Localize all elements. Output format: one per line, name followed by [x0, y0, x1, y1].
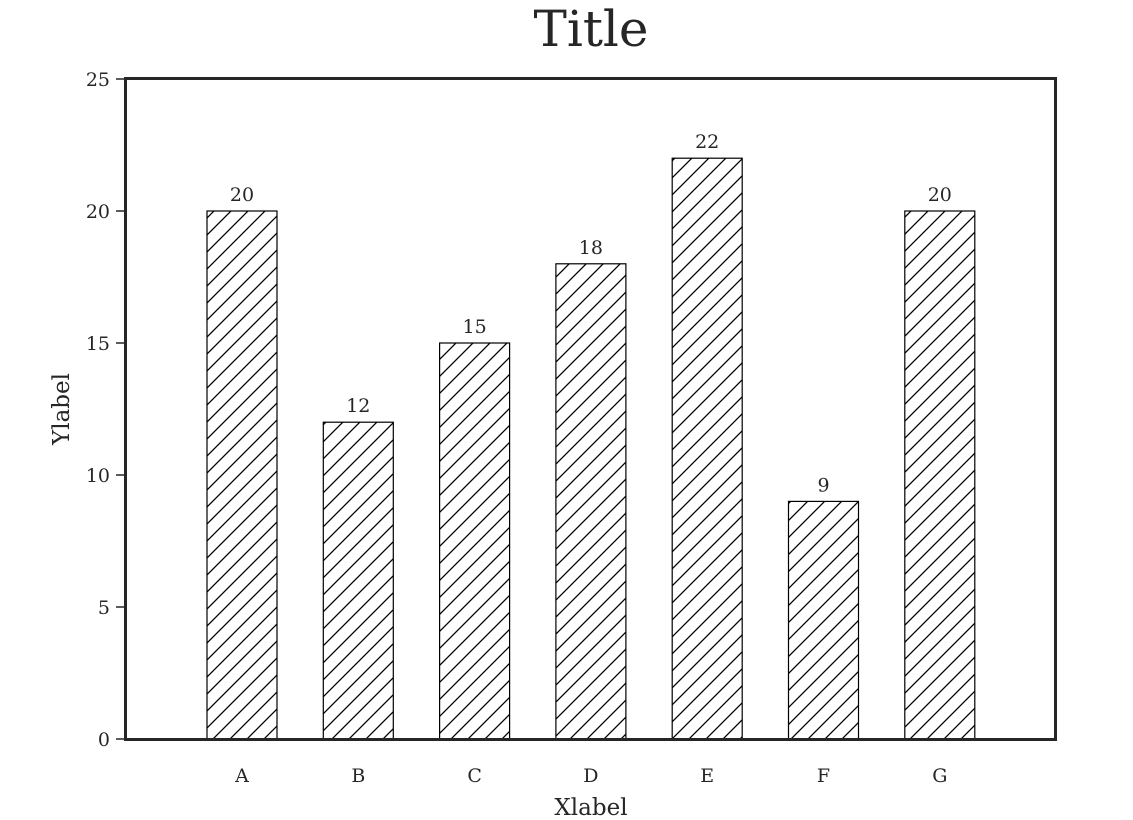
x-axis-label: Xlabel — [554, 795, 627, 820]
data-label-G: 20 — [928, 184, 952, 206]
y-tick-label: 25 — [86, 69, 110, 91]
plot-frame — [124, 77, 1057, 741]
x-tick-label: C — [467, 765, 482, 787]
data-label-C: 15 — [463, 316, 487, 338]
x-tick-label: E — [700, 765, 714, 787]
y-axis-label: Ylabel — [49, 373, 75, 446]
bar-hatch-A — [206, 210, 278, 740]
y-tick-label: 15 — [86, 333, 110, 355]
bars-layer: 20 12 15 18 22 9 20 — [206, 131, 976, 740]
bar-hatch-E — [671, 157, 743, 740]
x-tick-label: A — [234, 765, 249, 787]
bar-hatch-B — [322, 421, 394, 740]
data-label-E: 22 — [695, 131, 719, 153]
x-tick-label: D — [583, 765, 598, 787]
y-tick-label: 5 — [98, 597, 110, 619]
bar-hatch-D — [555, 263, 627, 740]
bar-hatch-C — [439, 342, 511, 740]
data-label-D: 18 — [579, 237, 603, 259]
data-label-B: 12 — [346, 395, 370, 417]
x-axis-ticks: A B C D E F G — [234, 765, 947, 787]
chart-title: Title — [533, 0, 648, 58]
y-tick-label: 20 — [86, 201, 110, 223]
x-tick-label: G — [932, 765, 947, 787]
y-tick-label: 10 — [86, 465, 110, 487]
bar-hatch-F — [787, 500, 860, 740]
y-axis-ticks: 0 5 10 15 20 25 — [86, 69, 125, 751]
x-tick-label: B — [351, 765, 365, 787]
data-label-A: 20 — [230, 184, 254, 206]
data-label-F: 9 — [817, 474, 829, 496]
bar-hatch-G — [904, 210, 976, 740]
x-tick-label: F — [817, 765, 830, 787]
y-tick-label: 0 — [98, 729, 110, 751]
